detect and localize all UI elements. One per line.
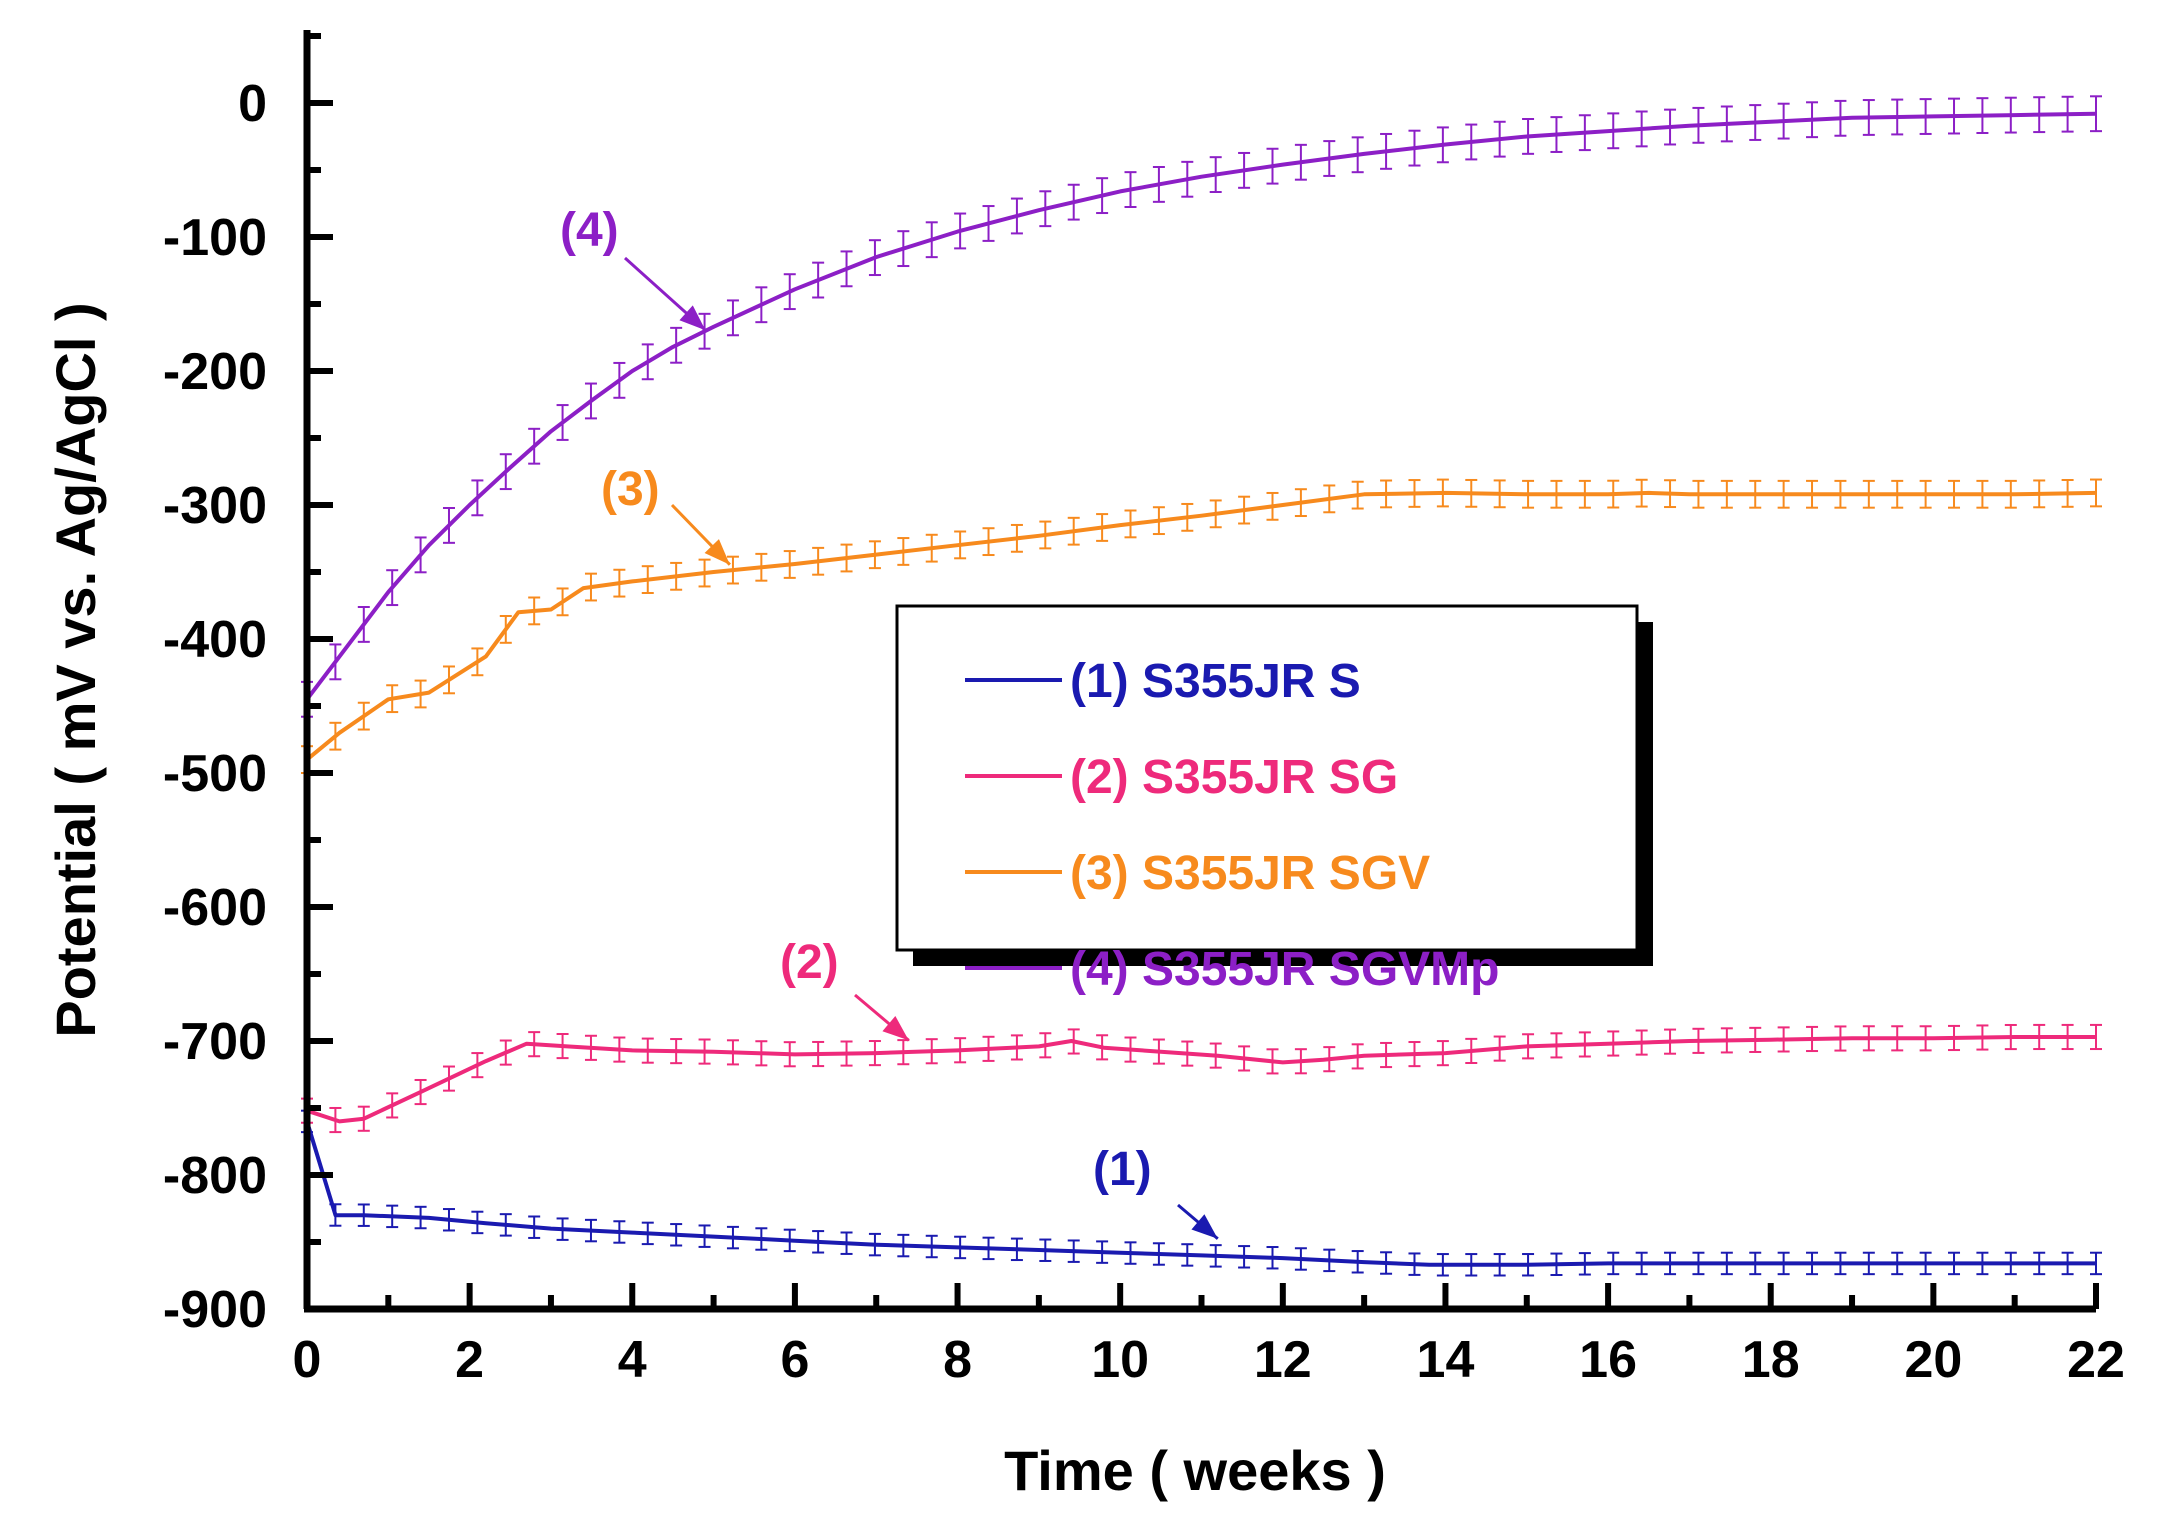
callout-label: (2) [780,936,839,989]
series-line [305,111,2097,701]
series-line [306,1035,2096,1124]
callout-label: (1) [1093,1143,1152,1196]
y-tick-label: -100 [163,209,267,267]
y-tick-label: 0 [238,75,267,133]
y-tick-label: -500 [163,745,267,803]
legend-items: (1) S355JR S (2) S355JR SG (3) S355JR SGV (… [965,655,1499,996]
legend: (1) S355JR S (2) S355JR SG (3) S355JR SGV (… [895,604,1653,996]
x-axis-title: Time ( weeks ) [1004,1439,1386,1502]
y-tick-label: -800 [163,1147,267,1205]
series-1 [301,1109,2102,1277]
y-tick-label: -600 [163,879,267,937]
x-tick-label: 2 [455,1331,484,1389]
y-tick-label: -300 [163,477,267,535]
x-tick-label: 4 [618,1331,647,1389]
callout-arrowhead [704,539,730,565]
x-tick-label: 8 [943,1331,972,1389]
legend-label: (2) S355JR SG [1070,751,1398,804]
y-tick-label: -200 [163,343,267,401]
x-tick-label: 22 [2067,1331,2125,1389]
y-tick-label: -900 [163,1281,267,1339]
callout-arrowhead [882,1015,909,1041]
legend-label: (3) S355JR SGV [1070,847,1430,900]
callout-label: (3) [601,463,660,516]
x-tick-label: 14 [1417,1331,1475,1389]
x-tick-label: 6 [780,1331,809,1389]
callout-label: (4) [560,204,619,257]
legend-label: (4) S355JR SGVMp [1070,943,1499,996]
series-2 [301,1023,2102,1134]
callout-arrowhead [1191,1214,1218,1239]
series-layer [301,95,2102,1277]
y-tick-label: -400 [163,611,267,669]
series-line [305,490,2097,762]
x-tick-label: 18 [1742,1331,1800,1389]
series-4 [301,95,2102,718]
x-tick-label: 16 [1579,1331,1637,1389]
x-tick-label: 12 [1254,1331,1312,1389]
legend-label: (1) S355JR S [1070,655,1361,708]
callout-arrowhead [679,305,706,331]
x-tick-label: 20 [1904,1331,1962,1389]
x-tick-label: 10 [1091,1331,1149,1389]
ticks-layer: 0 2 4 6 8 10 12 14 16 18 20 22 0 -100 -200 -300 -400 -500… [163,33,2125,1389]
y-axis-title: Potential ( mV vs. Ag/AgCl ) [44,302,107,1037]
x-tick-label: 0 [293,1331,322,1389]
callout-layer: (1) (2) (3) (4) [560,204,1219,1240]
y-tick-label: -700 [163,1013,267,1071]
series-line [305,1120,2096,1267]
